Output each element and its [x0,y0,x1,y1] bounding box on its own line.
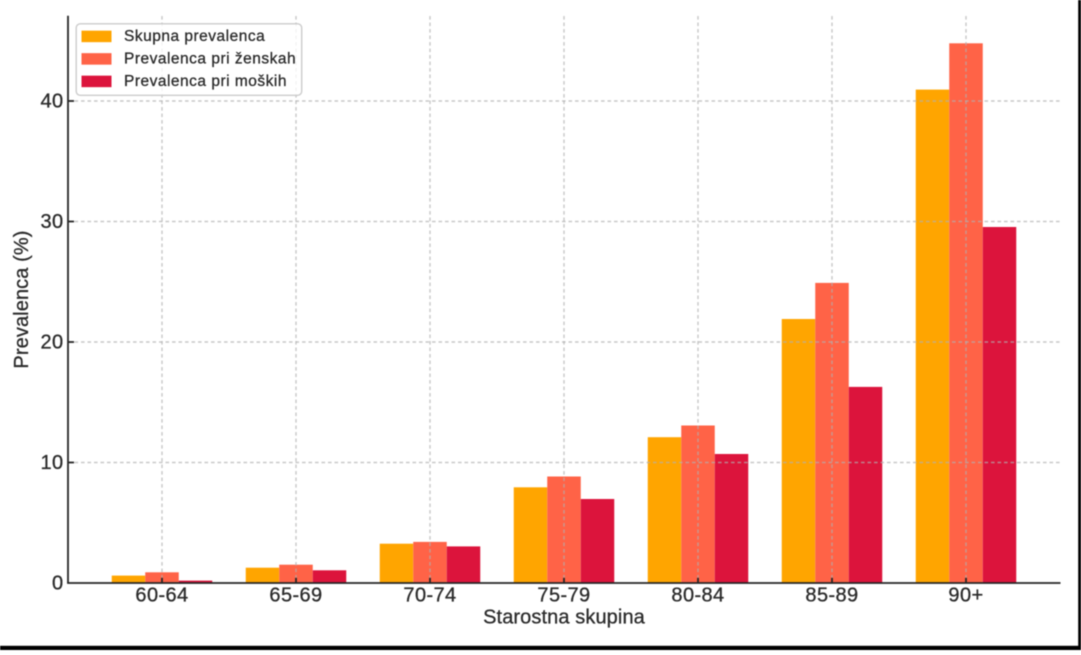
svg-text:Prevalenca pri ženskah: Prevalenca pri ženskah [124,50,296,67]
svg-text:Prevalenca pri moških: Prevalenca pri moških [124,73,287,90]
svg-text:Starostna skupina: Starostna skupina [483,607,646,629]
svg-text:40: 40 [40,91,63,113]
svg-text:0: 0 [52,573,64,595]
svg-text:20: 20 [40,332,63,354]
svg-text:Prevalenca (%): Prevalenca (%) [11,230,33,368]
svg-text:85-89: 85-89 [805,585,858,607]
svg-text:Skupna prevalenca: Skupna prevalenca [124,28,265,45]
svg-text:70-74: 70-74 [403,585,456,607]
svg-text:75-79: 75-79 [537,585,590,607]
svg-text:60-64: 60-64 [135,585,188,607]
svg-text:30: 30 [40,211,63,233]
svg-text:80-84: 80-84 [671,585,724,607]
svg-text:10: 10 [40,452,63,474]
svg-text:90+: 90+ [948,585,983,607]
svg-text:65-69: 65-69 [269,585,322,607]
